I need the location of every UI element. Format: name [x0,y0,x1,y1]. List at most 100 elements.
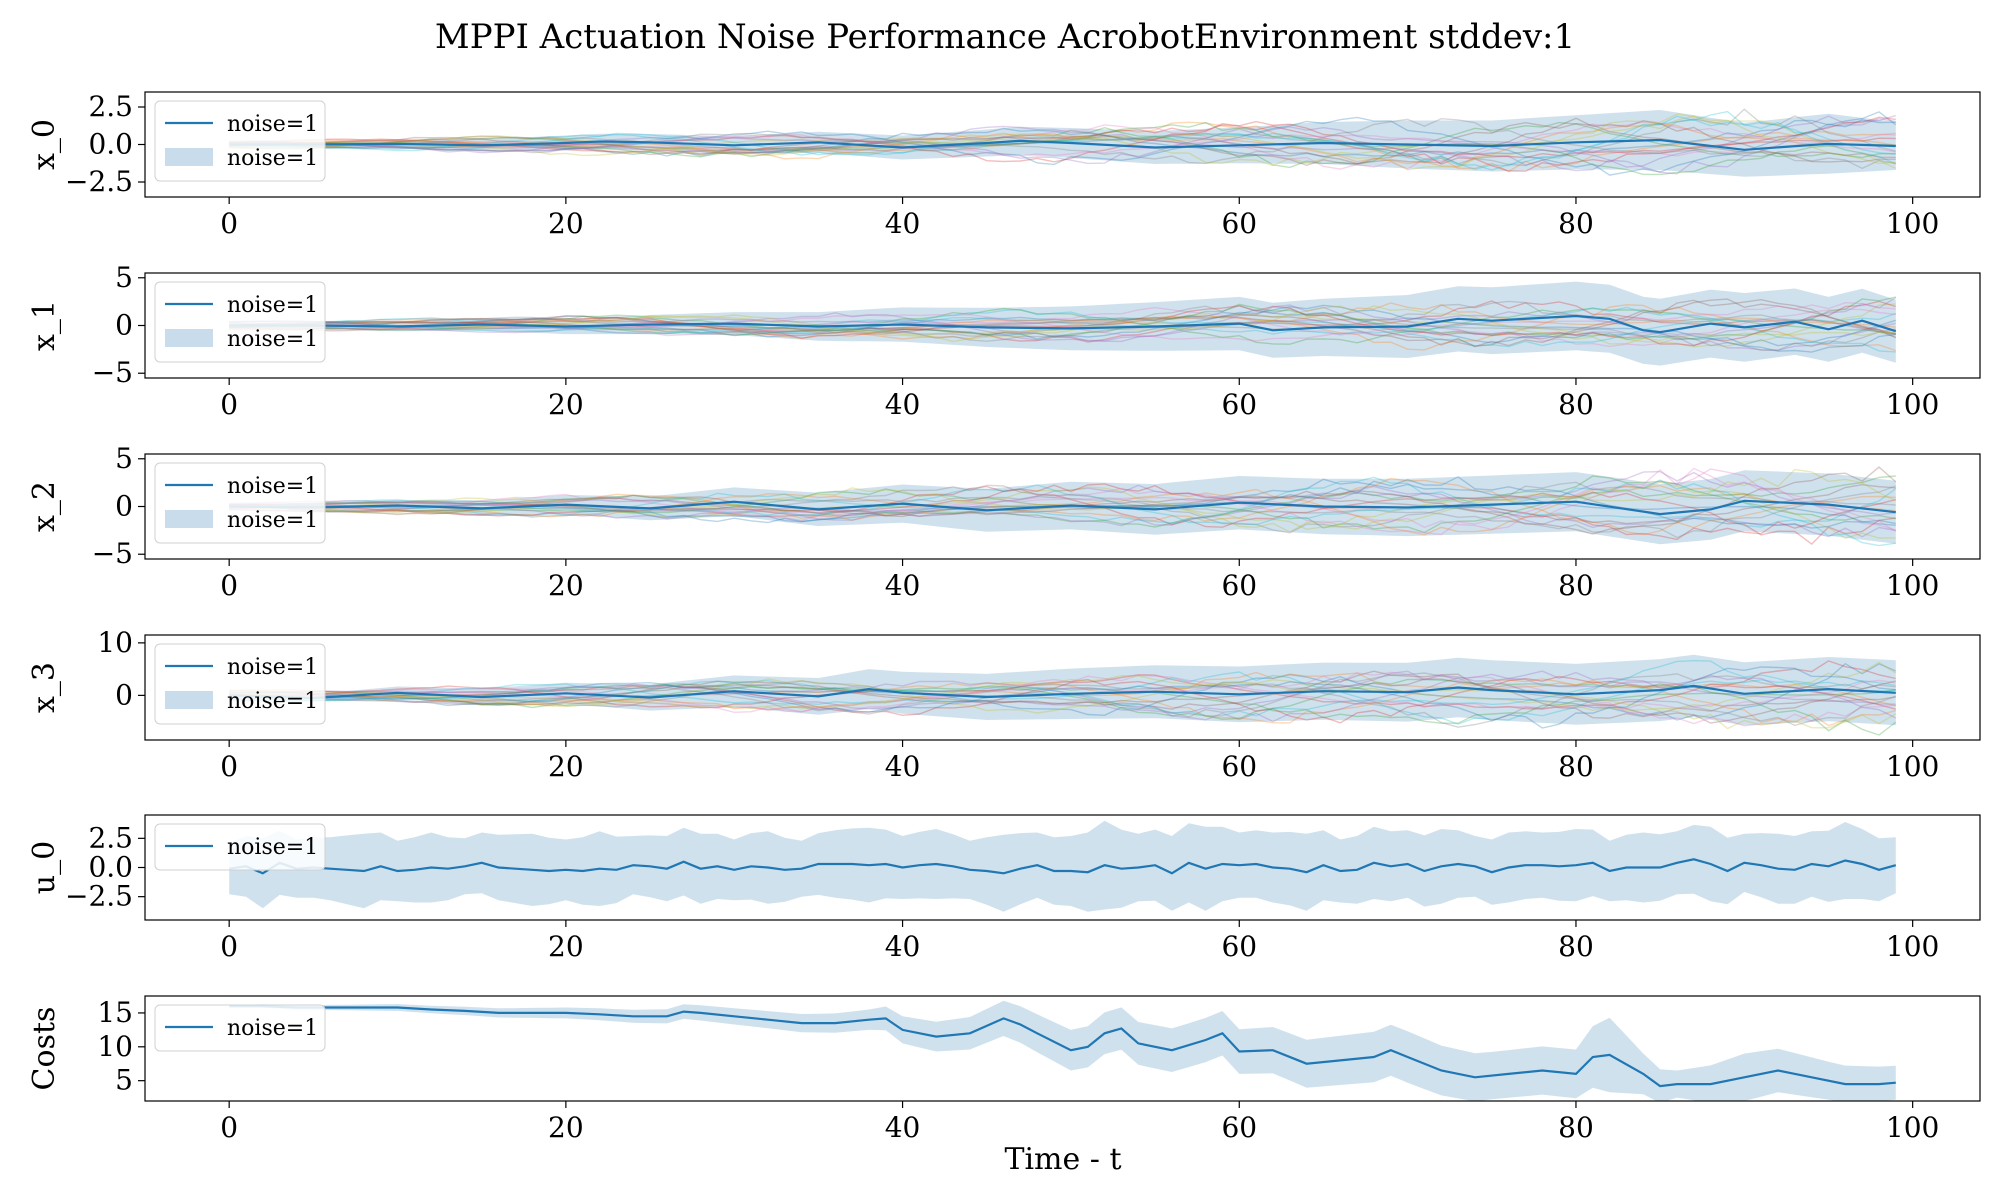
y-tick-label: −2.5 [65,880,133,913]
plot-area [229,820,1897,912]
x-tick-label: 20 [548,930,584,963]
x-tick-label: 20 [548,207,584,240]
legend-label: noise=1 [227,327,318,352]
trajectory-line [229,678,1896,724]
x-tick-label: 100 [1886,750,1939,783]
x-tick-label: 20 [548,569,584,602]
trajectory-line [229,306,1896,353]
mean-line [229,499,1896,516]
x-tick-label: 100 [1886,569,1939,602]
trajectory-line [229,113,1896,171]
trajectory-line [229,481,1896,540]
x-tick-label: 100 [1886,1111,1939,1144]
mean-line [229,138,1896,151]
legend-band-swatch [165,510,213,528]
mean-line [229,314,1897,334]
legend-band-swatch [165,691,213,709]
legend-box [154,823,326,871]
legend-label: noise=1 [227,146,318,171]
trajectory-line [229,468,1897,531]
trajectory-line [229,309,1897,347]
x-tick-label: 60 [1221,388,1257,421]
x-tick-label: 60 [1221,1111,1257,1144]
trajectory-line [229,671,1896,727]
trajectory-line [229,304,1896,353]
trajectory-line [229,672,1897,727]
legend: noise=1 noise=1 [154,643,326,725]
y-axis-label: Costs [27,1007,62,1091]
trajectory-line [229,303,1896,348]
x-tick-label: 60 [1221,930,1257,963]
y-tick-label: 5 [115,1064,133,1097]
legend-label: noise=1 [227,655,318,680]
y-tick-label: 5 [115,442,133,475]
trajectory-line [229,298,1897,347]
trajectory-line [229,121,1896,170]
y-tick-label: 0.0 [88,128,133,161]
trajectory-line [229,133,1896,157]
x-tick-label: 40 [885,930,921,963]
plot-frame [144,995,1981,1102]
plot-area [229,466,1897,547]
y-axis-label: x_1 [27,300,62,351]
trajectory-line [229,124,1896,172]
y-tick-label: 0.0 [88,851,133,884]
subplot-x_0: 0 20 40 60 80 100 −2.5 0.0 2.5 x_0 noise=1 noise=1 [27,90,1981,240]
mean-line [229,684,1896,700]
trajectory-line [229,675,1896,724]
x-tick-label: 40 [885,1111,921,1144]
legend-label: noise=1 [227,689,318,714]
x-tick-label: 80 [1558,930,1594,963]
y-axis-label: x_3 [27,662,62,713]
plot-area [229,1000,1896,1101]
subplot-x_2: 0 20 40 60 80 100 −5 0 5 x_2 noise=1 noise=1 [27,442,1981,602]
x-tick-label: 80 [1558,388,1594,421]
trajectory-line [229,467,1897,531]
trajectory-line [229,660,1896,717]
trajectory-line [229,116,1896,176]
confidence-band [229,281,1896,366]
trajectory-line [229,122,1896,168]
trajectory-line [229,117,1896,170]
trajectory-line [229,468,1897,536]
x-tick-label: 20 [548,388,584,421]
trajectory-line [229,302,1897,352]
trajectory-line [229,678,1896,724]
trajectory-line [229,475,1896,528]
legend-label: noise=1 [227,1016,318,1041]
y-tick-label: 0 [115,678,133,711]
y-tick-label: 10 [97,626,133,659]
trajectory-line [229,661,1897,714]
y-tick-label: −5 [92,537,133,570]
subplot-x_1: 0 20 40 60 80 100 −5 0 5 x_1 noise=1 noise=1 [27,261,1981,421]
trajectory-line [229,483,1896,541]
trajectory-line [229,306,1896,348]
trajectory-line [229,311,1896,351]
trajectory-line [229,116,1896,163]
y-tick-label: 10 [97,1030,133,1063]
x-tick-label: 40 [885,569,921,602]
subplot-u_0: 0 20 40 60 80 100 −2.50.02.5 u_0 noise=1 [27,814,1981,963]
trajectory-line [229,666,1896,729]
trajectory-line [229,114,1896,172]
trajectory-line [229,659,1896,717]
trajectory-line [229,307,1896,345]
trajectory-line [229,670,1896,723]
x-tick-label: 100 [1886,388,1939,421]
y-axis-label: x_2 [27,481,62,532]
x-tick-label: 60 [1221,207,1257,240]
y-tick-label: 5 [115,261,133,294]
confidence-band [229,1000,1896,1101]
trajectory-line [229,674,1896,713]
x-tick-label: 40 [885,750,921,783]
subplot-stack: 0 20 40 60 80 100−2.50.02.5x_0 noise=1noise=10… [27,90,1981,1144]
legend: noise=1 [154,1004,326,1052]
x-tick-label: 40 [885,207,921,240]
x-axis-label: Time - t [1004,1142,1121,1177]
y-axis-label: x_0 [27,119,62,170]
x-tick-label: 100 [1886,930,1939,963]
x-tick-label: 20 [548,1111,584,1144]
subplot-x_3: 0 20 40 60 80 100 0 10 x_3 noise=1 noise=1 [27,626,1981,783]
confidence-band [229,820,1896,912]
